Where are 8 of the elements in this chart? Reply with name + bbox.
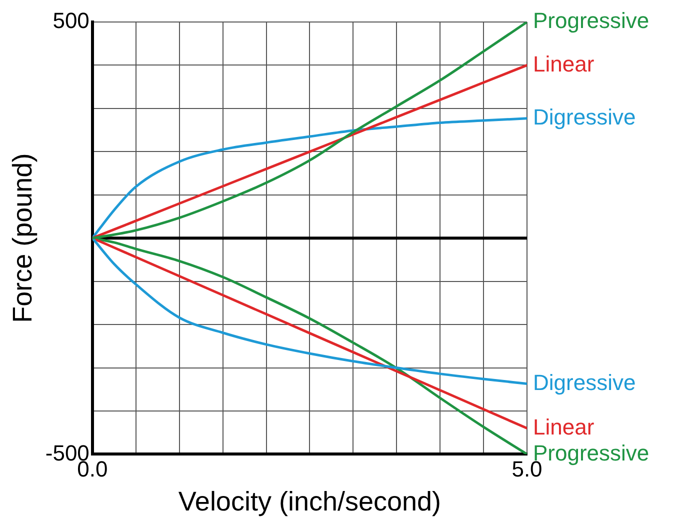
x-axis-title: Velocity (inch/second) <box>178 486 442 516</box>
series-label: Linear <box>533 414 594 440</box>
series-label: Progressive <box>533 8 650 34</box>
series-label: Linear <box>533 51 594 76</box>
series-label: Digressive <box>533 370 636 395</box>
y-tick-label: 500 <box>52 8 90 34</box>
series-label: Digressive <box>533 104 636 130</box>
y-axis-title: Force (pound) <box>8 153 38 323</box>
